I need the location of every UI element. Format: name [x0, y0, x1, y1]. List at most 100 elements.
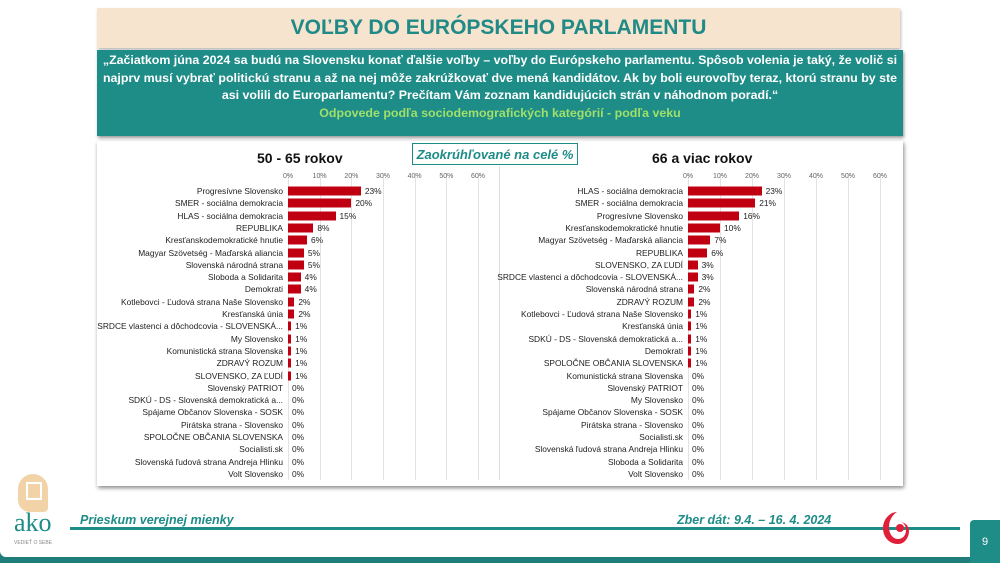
data-label: 16% [743, 210, 760, 221]
category-label: SMER - sociálna demokracia [575, 198, 683, 209]
data-label: 2% [298, 309, 311, 319]
data-label: 5% [307, 247, 320, 258]
data-label: 0% [292, 432, 305, 442]
bar [688, 198, 756, 208]
bar [688, 297, 695, 307]
bar [288, 358, 292, 368]
bar [688, 284, 695, 294]
category-label: Pirátska strana - Slovensko [181, 419, 283, 430]
data-label: 1% [695, 309, 708, 319]
category-label: Demokrati [244, 284, 283, 295]
logo-tagline: VEDIEŤ O SEBE [14, 540, 53, 546]
category-label: Komunistická strana Slovenska [166, 345, 283, 356]
subtitle: Odpovede podľa sociodemografických kateg… [319, 105, 681, 120]
bar [288, 346, 292, 356]
bar [288, 272, 301, 282]
data-label: 0% [692, 419, 705, 430]
bar [688, 235, 711, 245]
bar [688, 248, 708, 257]
data-label: 4% [304, 284, 317, 295]
x-tick-label: 0% [682, 173, 694, 180]
gridline [816, 173, 817, 480]
category-label: Kresťanskodemokratické hnutie [165, 235, 283, 246]
bar [288, 211, 336, 221]
logo-text: ako [14, 508, 52, 537]
category-label: Slovenský PATRIOT [207, 382, 283, 393]
data-label: 3% [701, 272, 714, 283]
data-label: 0% [292, 382, 305, 393]
category-label: Volt Slovensko [228, 468, 283, 479]
footer-divider [70, 527, 960, 530]
gridline [752, 173, 753, 480]
category-label: Spájame Občanov Slovenska - SOSK [142, 407, 283, 418]
bar [688, 260, 698, 270]
data-label: 0% [292, 419, 305, 430]
data-label: 2% [298, 296, 311, 307]
x-tick-label: 40% [407, 173, 422, 180]
data-label: 1% [695, 345, 708, 356]
category-label: SPOLOČNE OBČANIA SLOVENSKA [543, 358, 683, 369]
bar [288, 186, 361, 196]
bar [288, 198, 352, 208]
data-label: 5% [307, 259, 320, 270]
data-label: 0% [292, 407, 305, 418]
category-label: My Slovensko [230, 333, 283, 344]
category-label: Kresťanskodemokratické hnutie [565, 222, 683, 233]
chart-66-plus: 66 a viac rokov 0% 10% 20% 30% 40% 50% 60% HLAS… [497, 141, 903, 486]
data-label: 8% [317, 222, 330, 233]
data-label: 0% [692, 382, 705, 393]
x-tick-label: 10% [312, 173, 327, 180]
category-label: Socialisti.sk [239, 444, 283, 455]
data-label: 1% [295, 333, 308, 344]
category-label: Magyar Szövetség - Maďarská aliancia [538, 235, 683, 246]
gridline [478, 173, 479, 480]
x-tick-label: 50% [439, 173, 454, 180]
data-label: 0% [692, 395, 705, 406]
category-label: Socialisti.sk [639, 432, 683, 442]
gridline [446, 173, 448, 480]
data-label: 7% [714, 235, 727, 246]
category-label: ZDRAVÝ ROZUM [616, 296, 683, 307]
bar [288, 260, 304, 270]
category-label: Slovenská národná strana [185, 259, 283, 270]
category-label: My Slovensko [630, 395, 683, 406]
category-label: Komunistická strana Slovenska [566, 370, 683, 381]
bar [288, 309, 295, 319]
bar [288, 334, 292, 344]
data-label: 1% [295, 370, 308, 381]
rounding-note: Zaokrúhľované na celé % [412, 143, 578, 165]
category-label: Kresťanská únia [222, 309, 283, 319]
bar [688, 223, 720, 233]
page-number: 9 [970, 520, 1000, 563]
gridline [383, 173, 384, 480]
data-label: 1% [695, 321, 708, 332]
category-label: Slovenská národná strana [585, 284, 683, 295]
gridline [720, 173, 721, 480]
question-text: „Začiatkom júna 2024 sa budú na Slovensk… [102, 53, 898, 102]
x-tick-label: 60% [872, 173, 888, 180]
bar [288, 321, 292, 331]
x-tick-label: 20% [344, 173, 359, 180]
x-tick-label: 60% [470, 173, 486, 180]
category-label: Slovenská ľudová strana Andreja Hlinku [134, 456, 283, 467]
category-label: Sloboda a Solidarita [208, 272, 283, 283]
category-label: SLOVENSKO, ZA ĽUDÍ [195, 370, 283, 381]
data-label: 1% [295, 321, 308, 332]
data-label: 0% [692, 407, 705, 418]
data-label: 1% [695, 333, 708, 344]
x-tick-label: 50% [840, 173, 856, 180]
data-label: 1% [695, 358, 708, 369]
data-label: 23% [364, 186, 382, 196]
bar [288, 297, 295, 307]
data-label: 15% [339, 210, 357, 221]
category-label: Sloboda a Solidarita [608, 456, 683, 467]
data-label: 0% [692, 432, 705, 442]
bar [688, 346, 692, 356]
data-label: 0% [292, 444, 305, 455]
data-label: 20% [355, 198, 373, 209]
footer-survey: Prieskum verejnej mienky [80, 513, 234, 527]
bar [688, 211, 740, 221]
chart-50-65: 50 - 65 rokov 0% 10% 20% 30% 40% 50% 60% Progre… [97, 141, 500, 486]
data-label: 0% [292, 395, 305, 406]
category-label: Kotlebovci - Ľudová strana Naše Slovensk… [520, 309, 683, 319]
